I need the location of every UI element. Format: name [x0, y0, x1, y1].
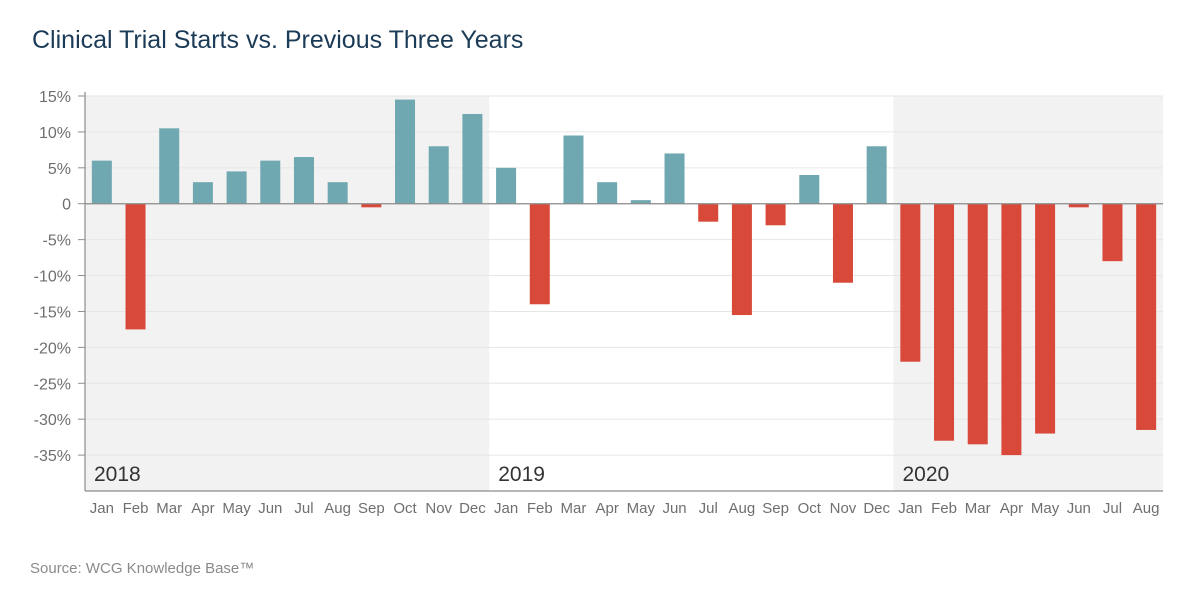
bar — [731, 203, 752, 316]
bar — [799, 175, 820, 204]
year-label-2018: 2018 — [94, 463, 141, 486]
x-tick-label: Mar — [156, 500, 182, 517]
x-tick-label: Aug — [324, 500, 351, 517]
bar — [1001, 203, 1022, 456]
year-band-2020 — [893, 96, 1163, 491]
y-tick-label: -5% — [43, 233, 71, 250]
bar — [293, 157, 314, 204]
x-tick-label: Jun — [258, 500, 282, 517]
y-tick-labels: 15% 10% 5% 0 -5% -10% -15% -20% -25% -30% -35% — [34, 89, 71, 465]
bar — [529, 203, 550, 305]
bar — [395, 99, 416, 204]
bar — [1136, 203, 1157, 430]
bar — [1068, 203, 1089, 208]
x-tick-label: Jul — [294, 500, 313, 517]
bar — [832, 203, 853, 283]
x-tick-labels: Jan Feb Mar Apr May Jun Jul Aug Sep Oct Nov Dec Jan F… — [90, 500, 1160, 517]
bars — [91, 99, 1157, 456]
bar — [192, 182, 213, 204]
bar — [563, 135, 584, 204]
x-tick-label: Feb — [931, 500, 957, 517]
bar — [159, 128, 180, 204]
y-tick-label: -25% — [34, 376, 71, 393]
x-tick-label: Jul — [699, 500, 718, 517]
y-tick-label: -30% — [34, 412, 71, 429]
bar — [226, 171, 247, 204]
bar — [866, 146, 887, 204]
x-tick-label: Feb — [123, 500, 149, 517]
bar — [327, 182, 348, 204]
source-note: Source: WCG Knowledge Base™ — [30, 560, 255, 577]
x-tick-label: Apr — [595, 500, 618, 517]
x-tick-label: Sep — [358, 500, 385, 517]
x-tick-label: Mar — [965, 500, 991, 517]
x-tick-label: Feb — [527, 500, 553, 517]
bar — [496, 167, 517, 204]
bar — [630, 200, 651, 204]
x-tick-label: Dec — [863, 500, 890, 517]
bar — [1035, 203, 1056, 434]
y-tick-label: -15% — [34, 304, 71, 321]
bar — [664, 153, 685, 204]
bar — [934, 203, 955, 441]
x-tick-label: May — [627, 500, 656, 517]
y-tick-label: 0 — [62, 197, 71, 214]
y-tick-label: 5% — [48, 161, 71, 178]
bar — [597, 182, 618, 204]
bar — [967, 203, 988, 445]
x-tick-label: Oct — [798, 500, 822, 517]
x-tick-label: Nov — [830, 500, 857, 517]
y-tick-label: 10% — [39, 125, 71, 142]
bar — [900, 203, 921, 362]
x-tick-label: Oct — [393, 500, 417, 517]
x-tick-label: Jan — [494, 500, 518, 517]
year-label-2019: 2019 — [498, 463, 545, 486]
x-tick-label: Jun — [1067, 500, 1091, 517]
bar — [361, 203, 382, 208]
x-tick-label: Aug — [729, 500, 756, 517]
x-tick-label: Aug — [1133, 500, 1160, 517]
x-tick-label: Jun — [662, 500, 686, 517]
x-tick-label: Jan — [898, 500, 922, 517]
x-tick-label: Apr — [1000, 500, 1023, 517]
y-tick-label: -10% — [34, 269, 71, 286]
y-tick-label: -20% — [34, 340, 71, 357]
x-tick-label: Sep — [762, 500, 789, 517]
x-tick-label: May — [1031, 500, 1060, 517]
x-tick-label: May — [222, 500, 251, 517]
x-tick-label: Mar — [561, 500, 587, 517]
year-bands — [85, 96, 1163, 491]
bar — [1102, 203, 1123, 262]
bar — [125, 203, 146, 330]
year-labels: 2018 2019 2020 — [94, 463, 949, 486]
x-tick-label: Jan — [90, 500, 114, 517]
year-band-2018 — [85, 96, 490, 491]
axes — [84, 92, 1163, 492]
x-tick-label: Dec — [459, 500, 486, 517]
y-tick-label: -35% — [34, 448, 71, 465]
x-tick-label: Apr — [191, 500, 214, 517]
bar — [698, 203, 719, 222]
bar — [462, 113, 483, 204]
bar — [765, 203, 786, 226]
bar — [260, 160, 281, 204]
x-tick-label: Jul — [1103, 500, 1122, 517]
chart-title: Clinical Trial Starts vs. Previous Three… — [32, 26, 524, 54]
y-tick-label: 15% — [39, 89, 71, 106]
year-label-2020: 2020 — [903, 463, 950, 486]
bar — [428, 146, 449, 204]
x-tick-label: Nov — [425, 500, 452, 517]
bar — [91, 160, 112, 204]
